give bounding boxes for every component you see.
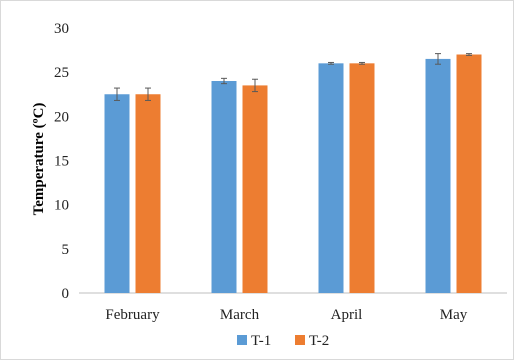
legend-swatch (295, 335, 305, 345)
bar-t-1-may (425, 58, 451, 293)
error-bar (252, 78, 258, 93)
bar-t-2-february (135, 94, 161, 293)
bar-t-1-april (318, 63, 344, 294)
y-tick-label: 25 (54, 65, 69, 81)
y-axis-title: Temperature (ºC) (31, 103, 47, 216)
bar-t-2-april (349, 63, 375, 294)
error-bar (145, 87, 151, 101)
category-label: May (440, 307, 468, 323)
error-bar (114, 87, 120, 101)
legend-label: T-2 (309, 333, 329, 349)
y-tick-label: 10 (54, 198, 69, 214)
y-tick-label: 15 (54, 154, 69, 170)
error-bar (221, 77, 227, 85)
category-label: March (220, 307, 260, 323)
category-labels: February March April May (105, 307, 467, 323)
bar-t-1-february (104, 94, 130, 293)
bar-t-2-march (242, 85, 268, 294)
category-label: February (105, 307, 160, 323)
bar-t-2-may (456, 54, 482, 293)
error-bar (435, 53, 441, 65)
legend-label: T-1 (251, 333, 271, 349)
y-tick-label: 30 (54, 21, 69, 37)
error-bar (359, 61, 365, 65)
y-tick-label: 0 (62, 286, 70, 302)
legend: T-1 T-2 (237, 333, 329, 349)
y-tick-label: 20 (54, 109, 69, 125)
y-tick-labels: 0 5 10 15 20 25 30 (54, 21, 69, 302)
legend-swatch (237, 335, 247, 345)
bar-t-1-march (211, 81, 237, 293)
bars (104, 54, 482, 294)
bar-chart: Temperature (ºC) 0 5 10 15 20 25 30 February Ma… (31, 21, 507, 349)
y-tick-label: 5 (62, 242, 70, 258)
legend-item-t-1: T-1 (237, 333, 271, 349)
legend-item-t-2: T-2 (295, 333, 329, 349)
category-label: April (331, 307, 363, 323)
error-bar (466, 53, 472, 56)
error-bar (328, 61, 334, 65)
error-bars (114, 53, 472, 101)
